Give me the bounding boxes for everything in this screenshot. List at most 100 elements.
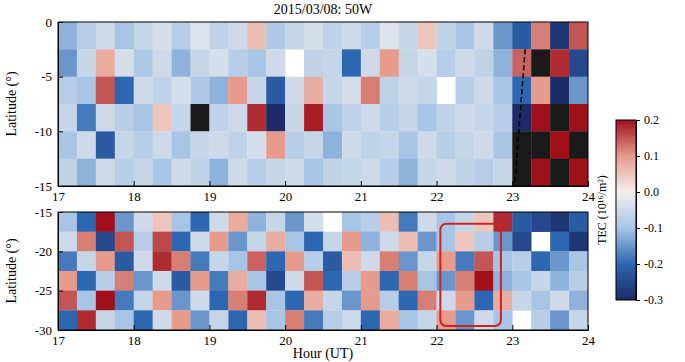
cell bbox=[58, 271, 77, 291]
cell bbox=[153, 159, 172, 186]
cell bbox=[323, 77, 342, 105]
cell bbox=[569, 232, 588, 252]
cell bbox=[228, 212, 247, 232]
cell bbox=[172, 159, 191, 186]
x-axis: 1718192021222324 bbox=[52, 325, 596, 348]
cell bbox=[304, 131, 323, 159]
cell bbox=[456, 49, 475, 77]
cell bbox=[512, 131, 531, 159]
x-axis-line bbox=[59, 330, 589, 331]
y-tick: -30 bbox=[35, 323, 63, 338]
x-tick: 22 bbox=[431, 181, 444, 204]
cell bbox=[342, 291, 361, 311]
x-tick-mark bbox=[209, 325, 210, 330]
cell bbox=[115, 291, 134, 311]
cell bbox=[512, 49, 531, 77]
cell bbox=[474, 49, 493, 77]
cell bbox=[115, 212, 134, 232]
cell bbox=[209, 310, 228, 330]
y-axis: 0-5-10-15 bbox=[35, 15, 63, 194]
cell bbox=[228, 232, 247, 252]
colorbar-tick-mark bbox=[636, 120, 640, 121]
cell bbox=[191, 49, 210, 77]
cell bbox=[399, 22, 418, 50]
cell bbox=[418, 212, 437, 232]
cell bbox=[209, 159, 228, 186]
cell bbox=[228, 77, 247, 105]
cell bbox=[569, 104, 588, 132]
cell bbox=[172, 232, 191, 252]
cell bbox=[399, 310, 418, 330]
y-tick-mark bbox=[58, 22, 63, 23]
cell bbox=[380, 77, 399, 105]
cell bbox=[512, 104, 531, 132]
y-tick-label: -30 bbox=[35, 323, 52, 338]
cell bbox=[323, 291, 342, 311]
cell bbox=[304, 291, 323, 311]
colorbar-tick-mark bbox=[636, 156, 640, 157]
cell bbox=[342, 159, 361, 186]
cell bbox=[493, 291, 512, 311]
x-tick-mark bbox=[361, 325, 362, 330]
cell bbox=[304, 212, 323, 232]
cell bbox=[247, 131, 266, 159]
cell bbox=[456, 159, 475, 186]
colorbar-tick: 0.1 bbox=[636, 149, 659, 163]
cell bbox=[266, 212, 285, 232]
y-tick-mark bbox=[58, 212, 63, 213]
x-tick: 23 bbox=[506, 325, 519, 348]
cell bbox=[96, 310, 115, 330]
cell bbox=[134, 251, 153, 271]
cell bbox=[456, 104, 475, 132]
cell bbox=[437, 131, 456, 159]
cell bbox=[58, 77, 77, 105]
cell bbox=[153, 49, 172, 77]
cell bbox=[153, 104, 172, 132]
cell bbox=[96, 131, 115, 159]
y-tick-label: -15 bbox=[35, 205, 52, 220]
x-tick-label: 17 bbox=[52, 189, 66, 204]
x-tick: 20 bbox=[279, 325, 292, 348]
cell bbox=[361, 131, 380, 159]
cell bbox=[361, 251, 380, 271]
cell bbox=[134, 310, 153, 330]
cell bbox=[77, 131, 96, 159]
cell bbox=[96, 212, 115, 232]
cell bbox=[247, 251, 266, 271]
cell bbox=[380, 49, 399, 77]
cell bbox=[399, 49, 418, 77]
cell bbox=[115, 159, 134, 186]
cell bbox=[247, 22, 266, 50]
cell bbox=[58, 159, 77, 186]
cell bbox=[96, 159, 115, 186]
cell bbox=[115, 77, 134, 105]
cell bbox=[550, 251, 569, 271]
y-tick: -25 bbox=[35, 283, 63, 298]
y-tick-label: -20 bbox=[35, 244, 52, 259]
x-tick-label: 21 bbox=[355, 333, 368, 348]
cell bbox=[531, 212, 550, 232]
cell bbox=[191, 159, 210, 186]
x-tick-label: 22 bbox=[431, 333, 444, 348]
cell bbox=[153, 212, 172, 232]
cell bbox=[342, 271, 361, 291]
cell bbox=[531, 251, 550, 271]
cell bbox=[153, 271, 172, 291]
highlight-box bbox=[440, 224, 501, 326]
cell bbox=[228, 251, 247, 271]
cell bbox=[266, 49, 285, 77]
cell bbox=[418, 22, 437, 50]
cell bbox=[96, 22, 115, 50]
x-tick: 22 bbox=[431, 325, 444, 348]
cell bbox=[228, 49, 247, 77]
cell bbox=[380, 310, 399, 330]
cell bbox=[58, 251, 77, 271]
cell bbox=[96, 104, 115, 132]
colorbar-tick: 0.0 bbox=[636, 185, 659, 199]
cell bbox=[380, 251, 399, 271]
x-tick-label: 18 bbox=[128, 333, 141, 348]
cell bbox=[474, 131, 493, 159]
cell bbox=[569, 77, 588, 105]
cell bbox=[493, 77, 512, 105]
cell bbox=[380, 232, 399, 252]
